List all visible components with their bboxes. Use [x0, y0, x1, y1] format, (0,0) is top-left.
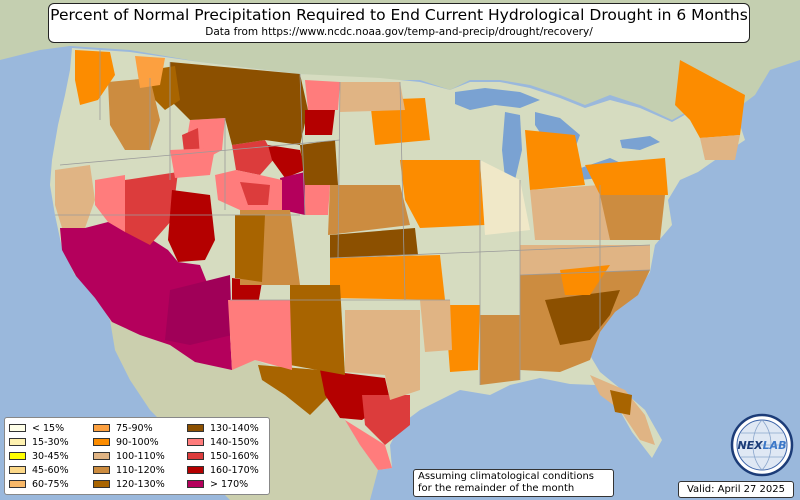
region-90-100-pa	[585, 158, 668, 195]
region-160-170-wy	[268, 145, 305, 178]
region-140-150-nm-e	[228, 300, 292, 370]
legend-swatch	[187, 480, 204, 488]
legend-item: 75-90%	[93, 422, 153, 434]
region-gt170-wy	[280, 172, 305, 215]
lake-michigan	[502, 112, 522, 180]
region-130-140-tx-w	[258, 365, 330, 415]
region-140-150-tx-s	[345, 420, 392, 470]
lake-ontario	[620, 136, 660, 150]
state-borders	[55, 50, 651, 385]
legend-item: 60-75%	[9, 478, 69, 490]
legend-item: 140-150%	[187, 436, 259, 448]
region-130-140-ne	[300, 140, 338, 185]
region-130-140-ks	[330, 228, 418, 258]
region-100-110-tx-e	[345, 310, 420, 400]
legend-item: 30-45%	[9, 450, 69, 462]
legend-swatch	[93, 466, 110, 474]
region-130-140-se	[545, 290, 620, 345]
data-source-link[interactable]: Data from https://www.ncdc.noaa.gov/temp…	[205, 26, 593, 38]
region-100-110-tn	[520, 245, 650, 275]
legend-swatch	[187, 466, 204, 474]
logo-text: NEXLAB	[737, 439, 786, 452]
legend-item: 100-110%	[93, 450, 165, 462]
region-100-110-oh	[530, 185, 610, 240]
region-90-100-wa	[75, 50, 115, 105]
legend-item: 130-140%	[187, 422, 259, 434]
region-100-110-ne-us	[700, 135, 740, 160]
region-140-150-nv	[95, 175, 125, 232]
mexico-land	[110, 320, 378, 500]
nexlab-logo: NEXLAB	[730, 413, 794, 477]
legend-item: 15-30%	[9, 436, 69, 448]
region-140-150-ne	[305, 185, 330, 215]
region-90-100-mi	[525, 130, 585, 190]
region-140-150-sd	[305, 80, 340, 110]
region-150-160-nv	[125, 172, 178, 245]
region-90-100-tn	[560, 265, 610, 295]
legend-swatch	[187, 452, 204, 460]
legend-item: 110-120%	[93, 464, 165, 476]
legend-swatch	[93, 438, 110, 446]
legend-swatch	[9, 438, 26, 446]
title-box: Percent of Normal Precipitation Required…	[48, 3, 750, 43]
region-75-90-wa	[135, 56, 165, 88]
legend-item: 150-160%	[187, 450, 259, 462]
valid-date: Valid: April 27 2025	[678, 481, 794, 498]
region-100-110-nd	[340, 82, 405, 112]
region-160-170-ut	[168, 190, 215, 262]
legend-swatch	[93, 480, 110, 488]
region-110-120-tx-c	[290, 285, 345, 375]
legend: < 15% 15-30% 30-45% 45-60% 60-75% 75-90%…	[4, 417, 270, 495]
legend-item: 45-60%	[9, 464, 69, 476]
region-130-140-co-e	[235, 215, 265, 282]
legend-swatch	[9, 466, 26, 474]
assumption-note: Assuming climatological conditions for t…	[413, 469, 614, 497]
region-90-100-ia	[400, 160, 485, 228]
legend-swatch	[9, 480, 26, 488]
legend-swatch	[9, 424, 26, 432]
legend-swatch	[93, 424, 110, 432]
note-line-1: Assuming climatological conditions	[418, 471, 594, 482]
drought-regions	[55, 50, 745, 470]
region-100-110-ar	[420, 300, 452, 352]
legend-item: 90-100%	[93, 436, 159, 448]
region-100-110-il	[480, 160, 530, 235]
legend-swatch	[187, 438, 204, 446]
region-gt170-nm	[165, 275, 232, 345]
legend-swatch	[93, 452, 110, 460]
region-140-150-id2	[170, 148, 215, 178]
legend-item: < 15%	[9, 422, 64, 434]
logo-meridians	[737, 419, 787, 471]
region-130-140-mt	[170, 62, 308, 145]
map-title: Percent of Normal Precipitation Required…	[50, 6, 748, 24]
legend-item: > 170%	[187, 478, 248, 490]
region-100-110-or	[55, 165, 95, 228]
region-160-170-sd	[305, 110, 335, 135]
legend-item: 120-130%	[93, 478, 165, 490]
region-110-120-or	[108, 78, 160, 150]
region-110-120-ms	[480, 315, 520, 385]
region-90-100-la	[445, 305, 480, 372]
lake-superior	[455, 88, 540, 110]
legend-swatch	[187, 424, 204, 432]
region-150-160-tx	[362, 395, 410, 445]
region-130-140-fl	[610, 390, 632, 415]
region-90-100-ok	[330, 255, 445, 300]
legend-item: 160-170%	[187, 464, 259, 476]
note-line-2: for the remainder of the month	[418, 483, 575, 494]
region-150-160-co	[240, 182, 270, 205]
region-90-100-ne-us	[675, 60, 745, 138]
region-110-120-wv	[600, 195, 665, 240]
legend-swatch	[9, 452, 26, 460]
region-110-120-ks	[328, 185, 410, 235]
